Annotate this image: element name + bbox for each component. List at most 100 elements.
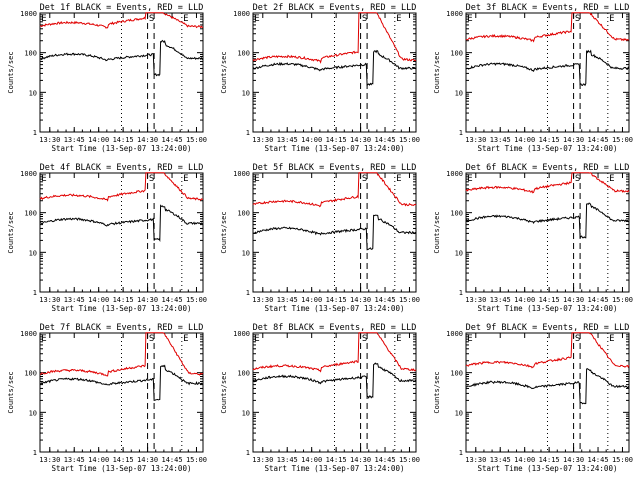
x-tick-label: 14:30	[350, 456, 371, 464]
y-axis-label: Counts/sec	[220, 371, 228, 413]
y-axis-label: Counts/sec	[7, 51, 15, 93]
plot-frame	[252, 332, 417, 453]
x-tick-label: 14:30	[350, 136, 371, 144]
y-tick-label: 10	[455, 249, 463, 257]
x-tick-label: 13:45	[490, 456, 511, 464]
panel-det-7: Det 7f BLACK = Events, RED = LLD 1 10 100 10…	[7, 323, 207, 473]
event-marker-label: E	[183, 14, 188, 24]
x-tick-label: 14:45	[374, 456, 395, 464]
plot-frame	[465, 332, 630, 453]
y-tick-label: 1	[246, 289, 250, 297]
x-tick-label: 15:00	[612, 296, 633, 304]
panel-title: Det 9f BLACK = Events, RED = LLD	[466, 323, 630, 333]
x-tick-label: 14:30	[137, 296, 158, 304]
series-line-red-lld	[39, 332, 203, 377]
x-tick-label: 14:30	[137, 456, 158, 464]
y-axis-label: Counts/sec	[7, 371, 15, 413]
x-tick-label: 15:00	[186, 456, 207, 464]
x-tick-label: 15:00	[186, 136, 207, 144]
plot-frame	[465, 12, 630, 133]
y-tick-label: 10	[29, 249, 37, 257]
event-marker-label: E	[609, 14, 614, 24]
event-marker-label: E	[254, 14, 259, 24]
event-marker-label: E	[467, 334, 472, 344]
series-line-black-events	[39, 204, 204, 243]
series-line-red-lld	[465, 172, 630, 194]
event-marker-label: S	[149, 14, 154, 24]
y-tick-label: 1000	[20, 10, 37, 18]
x-tick-label: 13:30	[252, 136, 273, 144]
panel-det-9: Det 9f BLACK = Events, RED = LLD 1 10 100 10…	[433, 323, 633, 473]
series-line-red-lld	[39, 172, 203, 202]
event-marker-label: E	[41, 174, 46, 184]
x-tick-label: 14:15	[113, 136, 134, 144]
x-tick-label: 15:00	[399, 136, 420, 144]
x-tick-label: 14:30	[350, 296, 371, 304]
event-marker-label: S	[575, 14, 580, 24]
y-tick-label: 1000	[446, 10, 463, 18]
y-tick-label: 100	[237, 210, 250, 218]
x-tick-label: 14:00	[88, 136, 109, 144]
y-tick-label: 1	[33, 289, 37, 297]
x-axis-label: Start Time (13-Sep-07 13:24:00)	[478, 144, 618, 153]
panel-det-2: Det 2f BLACK = Events, RED = LLD 1 10 100 10…	[220, 3, 420, 153]
series-line-red-lld	[465, 332, 630, 369]
event-marker-label: S	[149, 334, 154, 344]
y-tick-label: 1000	[233, 10, 250, 18]
event-marker-label: E	[467, 174, 472, 184]
x-tick-label: 14:45	[161, 136, 182, 144]
y-tick-label: 100	[237, 50, 250, 58]
panel-title: Det 5f BLACK = Events, RED = LLD	[253, 163, 417, 173]
y-tick-label: 10	[29, 89, 37, 97]
panel-det-3: Det 3f BLACK = Events, RED = LLD 1 10 100 10…	[433, 3, 633, 153]
y-tick-label: 1	[459, 129, 463, 137]
x-tick-label: 14:15	[326, 136, 347, 144]
event-marker-label: S	[149, 174, 154, 184]
x-axis-label: Start Time (13-Sep-07 13:24:00)	[52, 144, 192, 153]
series-line-black-events	[465, 202, 630, 239]
series-line-black-events	[252, 49, 417, 87]
x-tick-label: 13:45	[64, 296, 85, 304]
x-tick-label: 14:00	[514, 136, 535, 144]
series-line-black-events	[465, 49, 630, 87]
y-tick-label: 10	[242, 409, 250, 417]
y-tick-label: 1	[246, 449, 250, 457]
x-tick-label: 14:15	[539, 296, 560, 304]
y-tick-label: 1000	[446, 330, 463, 338]
event-marker-label: E	[41, 334, 46, 344]
series-line-black-events	[39, 364, 203, 401]
x-tick-label: 14:00	[514, 456, 535, 464]
y-tick-label: 10	[455, 409, 463, 417]
event-marker-label: S	[362, 334, 367, 344]
panel-title: Det 8f BLACK = Events, RED = LLD	[253, 323, 417, 333]
x-tick-label: 13:45	[277, 296, 298, 304]
x-tick-label: 14:00	[514, 296, 535, 304]
y-tick-label: 1	[246, 129, 250, 137]
plot-frame	[465, 172, 630, 293]
plot-frame	[39, 332, 204, 453]
y-tick-label: 1000	[233, 170, 250, 178]
y-tick-label: 100	[237, 370, 250, 378]
series-line-black-events	[252, 214, 417, 251]
x-tick-label: 15:00	[612, 136, 633, 144]
event-marker-label: S	[362, 174, 367, 184]
x-tick-label: 15:00	[399, 456, 420, 464]
plot-frame	[39, 12, 204, 133]
series-line-red-lld	[465, 12, 630, 43]
y-tick-label: 1	[459, 289, 463, 297]
y-tick-label: 10	[242, 249, 250, 257]
event-marker-label: S	[362, 14, 367, 24]
series-line-red-lld	[252, 12, 417, 64]
x-tick-label: 14:45	[161, 296, 182, 304]
x-tick-label: 14:45	[587, 136, 608, 144]
plot-frame	[39, 172, 204, 293]
y-axis-label: Counts/sec	[220, 51, 228, 93]
series-line-black-events	[39, 39, 204, 77]
panel-title: Det 4f BLACK = Events, RED = LLD	[40, 163, 204, 173]
x-tick-label: 14:15	[326, 296, 347, 304]
y-tick-label: 100	[450, 50, 463, 58]
x-axis-label: Start Time (13-Sep-07 13:24:00)	[265, 464, 405, 473]
x-tick-label: 13:45	[490, 296, 511, 304]
panel-det-1: Det 1f BLACK = Events, RED = LLD 1 10 100 10…	[7, 3, 207, 153]
y-tick-label: 100	[24, 50, 37, 58]
